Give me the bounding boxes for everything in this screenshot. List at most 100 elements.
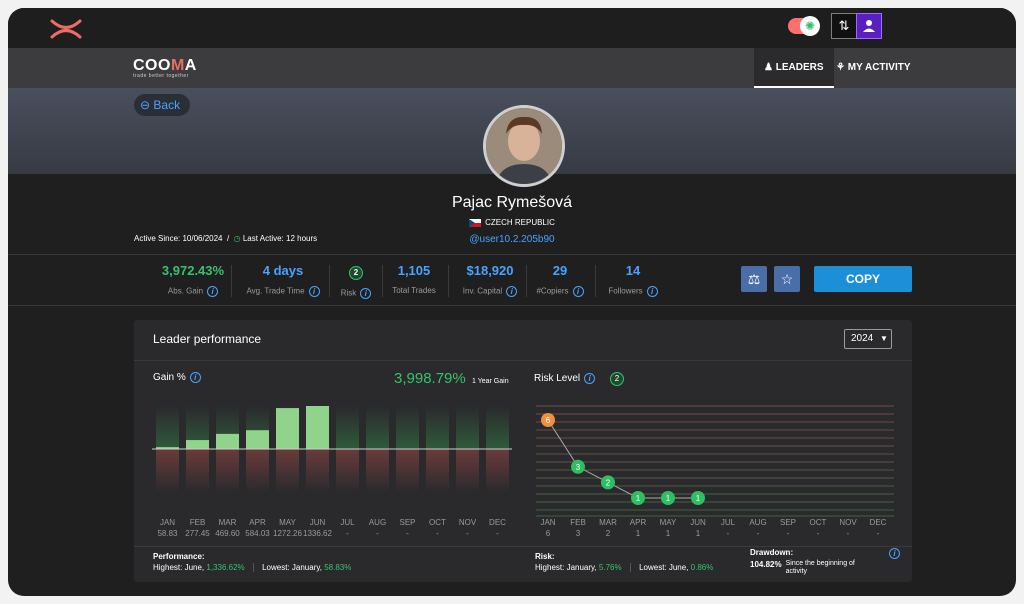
panel-title: Leader performance	[153, 332, 262, 346]
gain-bar	[216, 433, 239, 449]
activity-icon: ⚘	[836, 62, 845, 73]
month-label: SEP	[780, 518, 796, 527]
info-icon[interactable]: i	[189, 372, 201, 383]
month-label: APR	[630, 518, 647, 527]
risk-point-label: 2	[606, 478, 611, 487]
info-icon[interactable]: i	[207, 286, 219, 297]
risk-summary-title: Risk:	[535, 552, 555, 561]
copy-button[interactable]: COPY	[814, 266, 912, 292]
risk-value-label: -	[727, 529, 730, 538]
star-icon: ☆	[780, 271, 794, 287]
risk-point	[571, 459, 585, 474]
performance-summary: Performance: Highest: June, 1,336.62% Lo…	[153, 552, 351, 573]
drawdown-value: 104.82%	[750, 560, 782, 569]
gain-chart-title: Gain % i	[153, 372, 201, 383]
divider	[134, 546, 912, 547]
info-icon[interactable]: i	[646, 286, 658, 297]
divider	[448, 265, 449, 297]
info-icon[interactable]: i	[308, 286, 320, 297]
favorite-button[interactable]: ☆	[774, 266, 800, 292]
info-icon[interactable]: i	[360, 288, 372, 299]
info-icon[interactable]: i	[584, 372, 596, 384]
bar-background-negative	[156, 449, 179, 492]
gain-value-label: 469.60	[215, 529, 240, 538]
info-icon[interactable]: i	[572, 286, 584, 297]
gain-bar-chart: JAN 58.83 FEB 277.45 MAR 469.60 APR 584.03 MAY 12…	[152, 406, 512, 538]
stat-followers-label: Followers	[608, 286, 643, 296]
gain-value-label: 58.83	[157, 529, 178, 538]
user-switch-button[interactable]	[856, 13, 882, 39]
tab-my-activity-label: MY ACTIVITY	[847, 62, 911, 73]
bar-background-positive	[426, 406, 449, 449]
sort-button[interactable]: ⇅	[831, 13, 857, 39]
user-switch-icon	[863, 20, 875, 32]
scale-icon: ⚖	[747, 271, 761, 287]
performance-title: Performance:	[153, 552, 205, 561]
bar-background-negative	[216, 449, 239, 492]
app-logo-icon[interactable]	[48, 18, 84, 40]
risk-point-label: 1	[636, 494, 641, 503]
stat-copiers-label: #Copiers	[536, 286, 569, 296]
risk-value-label: -	[787, 529, 790, 538]
bar-background-positive	[186, 406, 209, 449]
month-label: JUL	[340, 518, 355, 527]
brand-logo[interactable]: COOMA trade better together	[133, 57, 197, 79]
info-icon[interactable]: i	[506, 286, 518, 297]
risk-high-value: 5.76%	[598, 563, 622, 572]
drawdown-caption: Since the beginning of activity	[785, 560, 855, 575]
risk-low-label: Lowest: June,	[639, 563, 689, 572]
info-icon[interactable]: i	[889, 548, 900, 559]
bar-background-negative	[306, 449, 329, 492]
leader-name: Pajac Rymešová	[451, 194, 573, 211]
gain-bar	[186, 440, 209, 449]
bar-background-negative	[276, 449, 299, 492]
bar-background-positive	[396, 406, 419, 449]
risk-point	[691, 491, 705, 505]
stat-followers-value: 14	[625, 263, 641, 278]
bar-background-positive	[366, 406, 389, 449]
risk-low-value: 0.86%	[690, 563, 714, 572]
risk-value-label: -	[817, 529, 820, 538]
year-select-value: 2024	[851, 333, 874, 344]
month-label: MAY	[279, 518, 296, 527]
back-arrow-icon: ⊖	[140, 98, 151, 112]
back-button[interactable]: ⊖ Back	[134, 94, 190, 116]
month-label: JAN	[540, 518, 555, 527]
stat-avg-trade-time-label: Avg. Trade Time	[246, 286, 305, 296]
gain-value-label: 584.03	[245, 529, 270, 538]
compare-button[interactable]: ⚖	[741, 266, 767, 292]
gain-value-label: -	[496, 529, 499, 538]
gain-value-label: -	[406, 529, 409, 538]
stat-inv-capital-label: Inv. Capital	[462, 286, 503, 296]
risk-value-label: -	[877, 529, 880, 538]
month-label: NOV	[459, 518, 477, 527]
active-since: Active Since: 10/06/2024	[134, 234, 223, 243]
drawdown-summary: Drawdown: i 104.82% Since the beginning o…	[750, 548, 900, 576]
bar-background-positive	[486, 406, 509, 449]
leader-handle[interactable]: @user10.2.205b90	[469, 234, 555, 245]
risk-point-label: 1	[696, 494, 701, 503]
month-label: JUN	[310, 518, 326, 527]
stat-risk-label: Risk	[340, 288, 357, 298]
bar-background-negative	[246, 449, 269, 492]
back-label: Back	[153, 98, 181, 112]
perf-high-value: 1,336.62%	[206, 563, 245, 572]
month-label: DEC	[870, 518, 887, 527]
month-label: AUG	[749, 518, 766, 527]
gain-value-label: -	[346, 529, 349, 538]
theme-toggle[interactable]: ✺	[788, 16, 820, 36]
month-label: DEC	[489, 518, 506, 527]
risk-value-label: -	[847, 529, 850, 538]
year-select[interactable]: 2024 ▼	[844, 329, 892, 349]
risk-level-badge: 2	[609, 372, 624, 386]
month-label: JUL	[721, 518, 736, 527]
risk-point	[541, 413, 555, 427]
perf-high-label: Highest: June,	[153, 563, 205, 572]
divider	[134, 360, 912, 361]
tab-my-activity[interactable]: ⚘ MY ACTIVITY	[826, 48, 921, 88]
month-label: MAR	[219, 518, 237, 527]
tab-leaders[interactable]: ♟ LEADERS	[754, 48, 834, 88]
divider	[382, 265, 383, 297]
risk-high-label: Highest: January,	[535, 563, 597, 572]
leaders-icon: ♟	[764, 62, 773, 73]
